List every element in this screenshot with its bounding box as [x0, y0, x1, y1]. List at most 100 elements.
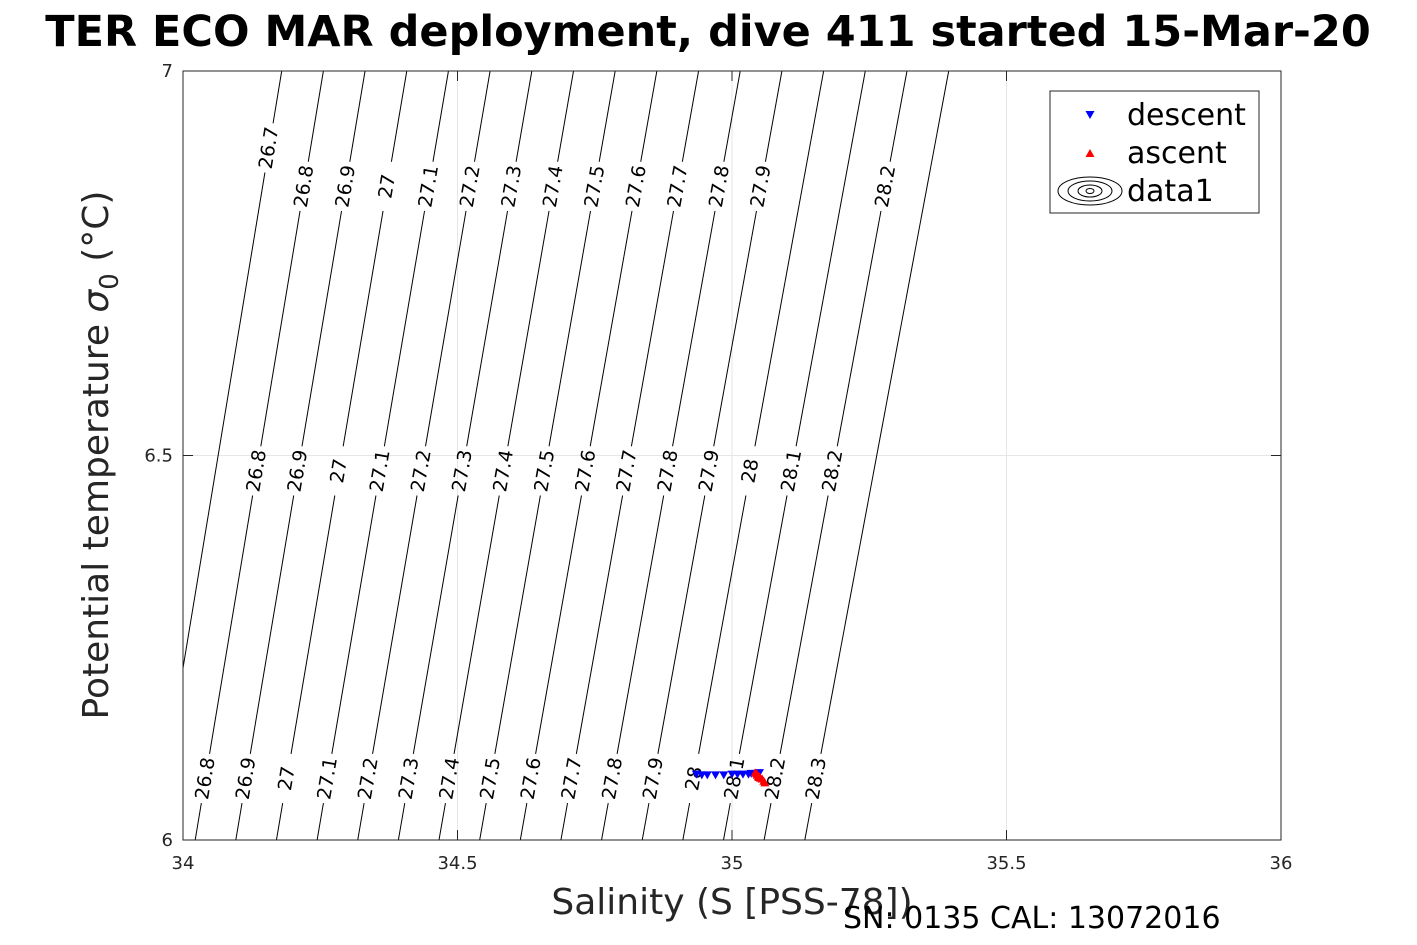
isopycnal-line	[738, 495, 788, 754]
isopycnal-line	[681, 71, 700, 162]
legend-label: data1	[1127, 174, 1214, 209]
isopycnal-line	[438, 803, 446, 840]
x-tick-label: 34	[172, 853, 195, 874]
isopycnal-line	[548, 210, 592, 447]
isopycnal-line	[372, 495, 418, 754]
isopycnal-line	[209, 495, 254, 754]
isopycnal-line	[331, 495, 377, 754]
descent-point	[702, 771, 712, 780]
isopycnal-line	[630, 210, 675, 447]
isopycnal-line	[235, 803, 243, 840]
isopycnal-label: 27	[326, 457, 352, 485]
isopycnal-line	[763, 802, 772, 840]
isopycnal-line	[349, 71, 366, 162]
isopycnal-line	[249, 495, 295, 754]
y-tick-label: 6	[162, 830, 173, 851]
isopycnal-line	[779, 495, 829, 754]
isopycnal-line	[466, 210, 509, 447]
y-axis-label-subscript: 0	[95, 273, 125, 290]
isopycnal-line	[397, 803, 406, 840]
isopycnal-line	[301, 210, 343, 447]
isopycnal-line	[453, 495, 500, 754]
legend-label: descent	[1127, 98, 1246, 133]
isopycnal-line	[589, 210, 633, 447]
isopycnal-line	[722, 802, 731, 840]
isopycnal-line	[804, 802, 813, 840]
isopycnal-line	[260, 210, 301, 447]
isopycnal-line	[479, 803, 487, 840]
isopycnal-label: 28	[737, 457, 763, 485]
isopycnal-line	[713, 210, 757, 447]
isopycnal-line	[889, 71, 908, 162]
x-tick-label: 36	[1270, 853, 1293, 874]
isopycnal-line	[698, 495, 747, 754]
isopycnal-line	[307, 71, 324, 162]
isopycnal-line	[390, 71, 408, 162]
isopycnal-line	[194, 803, 202, 840]
isopycnal-line	[290, 495, 336, 754]
legend-marker-contour-icon	[1057, 176, 1123, 206]
contour-ring	[1077, 184, 1103, 198]
isopycnal-line	[342, 210, 384, 447]
isopycnal-line	[682, 802, 691, 840]
y-axis-label-unit: (°C)	[76, 191, 117, 274]
isopycnal-line	[432, 71, 449, 162]
isopycnal-line	[820, 71, 950, 754]
isopycnal-line	[535, 495, 582, 754]
isopycnal-line	[641, 802, 650, 840]
y-tick-label: 6.5	[144, 446, 173, 467]
isopycnal-line	[598, 71, 616, 162]
serial-calibration-note: SN: 0135 CAL: 13072016	[843, 901, 1221, 936]
descent-point	[719, 771, 729, 780]
legend-box	[1049, 90, 1260, 214]
isopycnal-line	[473, 71, 491, 162]
isopycnal-line	[275, 803, 284, 840]
x-axis-ticks: 34 34.5 35 35.5 36	[172, 71, 1293, 874]
isopycnal-line	[616, 495, 665, 754]
y-axis-label-sigma: σ	[76, 289, 117, 313]
contour-ring	[1057, 176, 1123, 206]
isopycnal-line	[519, 803, 528, 840]
isopycnal-line	[316, 803, 324, 840]
chart-title: TER ECO MAR deployment, dive 411 started…	[45, 7, 1371, 57]
isopycnal-line	[754, 71, 825, 447]
isopycnal-line	[357, 803, 365, 840]
x-tick-label: 35.5	[986, 853, 1026, 874]
isopycnal-line	[515, 71, 533, 162]
isopycnal-line	[795, 71, 866, 447]
contour-ring	[1067, 180, 1113, 202]
isopycnal-line	[412, 495, 459, 754]
isopycnal-label: 28	[681, 765, 707, 793]
isopycnal-line	[764, 71, 783, 162]
isopycnal-line	[383, 210, 426, 447]
legend-marker-descent	[1085, 111, 1095, 119]
x-tick-label: 35	[721, 853, 744, 874]
isopycnal-line	[272, 71, 283, 124]
isopycnal-line	[601, 802, 609, 840]
y-axis-label-main: Potential temperature	[76, 313, 117, 720]
isopycnal-line	[425, 210, 467, 447]
x-axis-label: Salinity (S [PSS-78])	[551, 882, 912, 923]
legend-label: ascent	[1127, 136, 1227, 171]
isopycnal-line	[723, 71, 741, 162]
isopycnal-line	[494, 495, 541, 754]
isopycnal-line	[560, 802, 569, 840]
y-tick-label: 7	[162, 61, 173, 82]
y-axis-label: Potential temperature σ0 (°C)	[76, 191, 125, 720]
isopycnal-line	[640, 71, 658, 162]
x-tick-label: 34.5	[437, 853, 477, 874]
data-points	[691, 768, 770, 787]
isopycnal-line	[183, 172, 266, 672]
isopycnal-line	[657, 495, 706, 754]
descent-point	[711, 771, 721, 780]
isopycnal-line	[575, 495, 624, 754]
isopycnal-line	[672, 210, 716, 447]
contour-ring	[1085, 188, 1095, 194]
y-axis-ticks: 66.57	[144, 61, 1281, 851]
isopycnal-label: 27	[274, 765, 300, 793]
isopycnal-line	[836, 210, 882, 447]
isopycnal-label: 27	[374, 173, 400, 201]
